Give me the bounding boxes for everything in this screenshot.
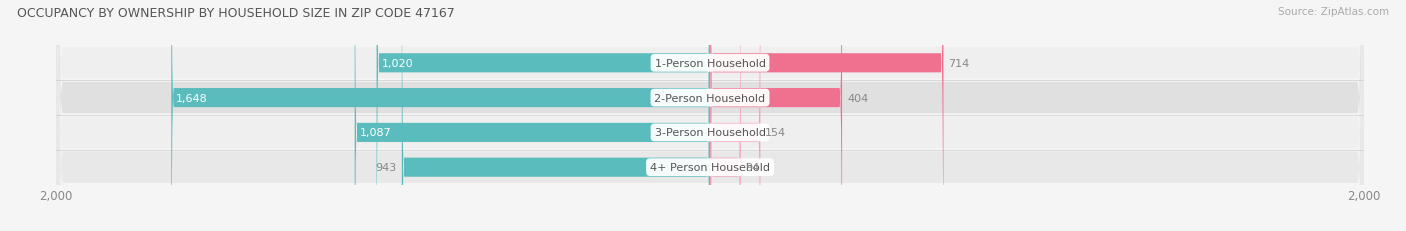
FancyBboxPatch shape xyxy=(710,0,943,231)
Text: 943: 943 xyxy=(375,162,396,173)
Text: OCCUPANCY BY OWNERSHIP BY HOUSEHOLD SIZE IN ZIP CODE 47167: OCCUPANCY BY OWNERSHIP BY HOUSEHOLD SIZE… xyxy=(17,7,454,20)
Text: 1-Person Household: 1-Person Household xyxy=(655,58,765,69)
FancyBboxPatch shape xyxy=(710,0,761,231)
FancyBboxPatch shape xyxy=(377,0,710,231)
Text: 94: 94 xyxy=(745,162,759,173)
Text: 714: 714 xyxy=(948,58,970,69)
Text: 404: 404 xyxy=(846,93,869,103)
Text: 1,648: 1,648 xyxy=(176,93,208,103)
Text: 2-Person Household: 2-Person Household xyxy=(654,93,766,103)
Text: 1,020: 1,020 xyxy=(381,58,413,69)
Text: Source: ZipAtlas.com: Source: ZipAtlas.com xyxy=(1278,7,1389,17)
FancyBboxPatch shape xyxy=(56,0,1364,231)
FancyBboxPatch shape xyxy=(56,0,1364,231)
Text: 3-Person Household: 3-Person Household xyxy=(655,128,765,138)
Text: 1,087: 1,087 xyxy=(360,128,391,138)
FancyBboxPatch shape xyxy=(354,0,710,231)
FancyBboxPatch shape xyxy=(710,0,842,231)
FancyBboxPatch shape xyxy=(56,0,1364,231)
FancyBboxPatch shape xyxy=(56,0,1364,231)
Text: 4+ Person Household: 4+ Person Household xyxy=(650,162,770,173)
FancyBboxPatch shape xyxy=(710,0,741,231)
FancyBboxPatch shape xyxy=(402,0,710,231)
Text: 154: 154 xyxy=(765,128,786,138)
FancyBboxPatch shape xyxy=(172,0,710,231)
